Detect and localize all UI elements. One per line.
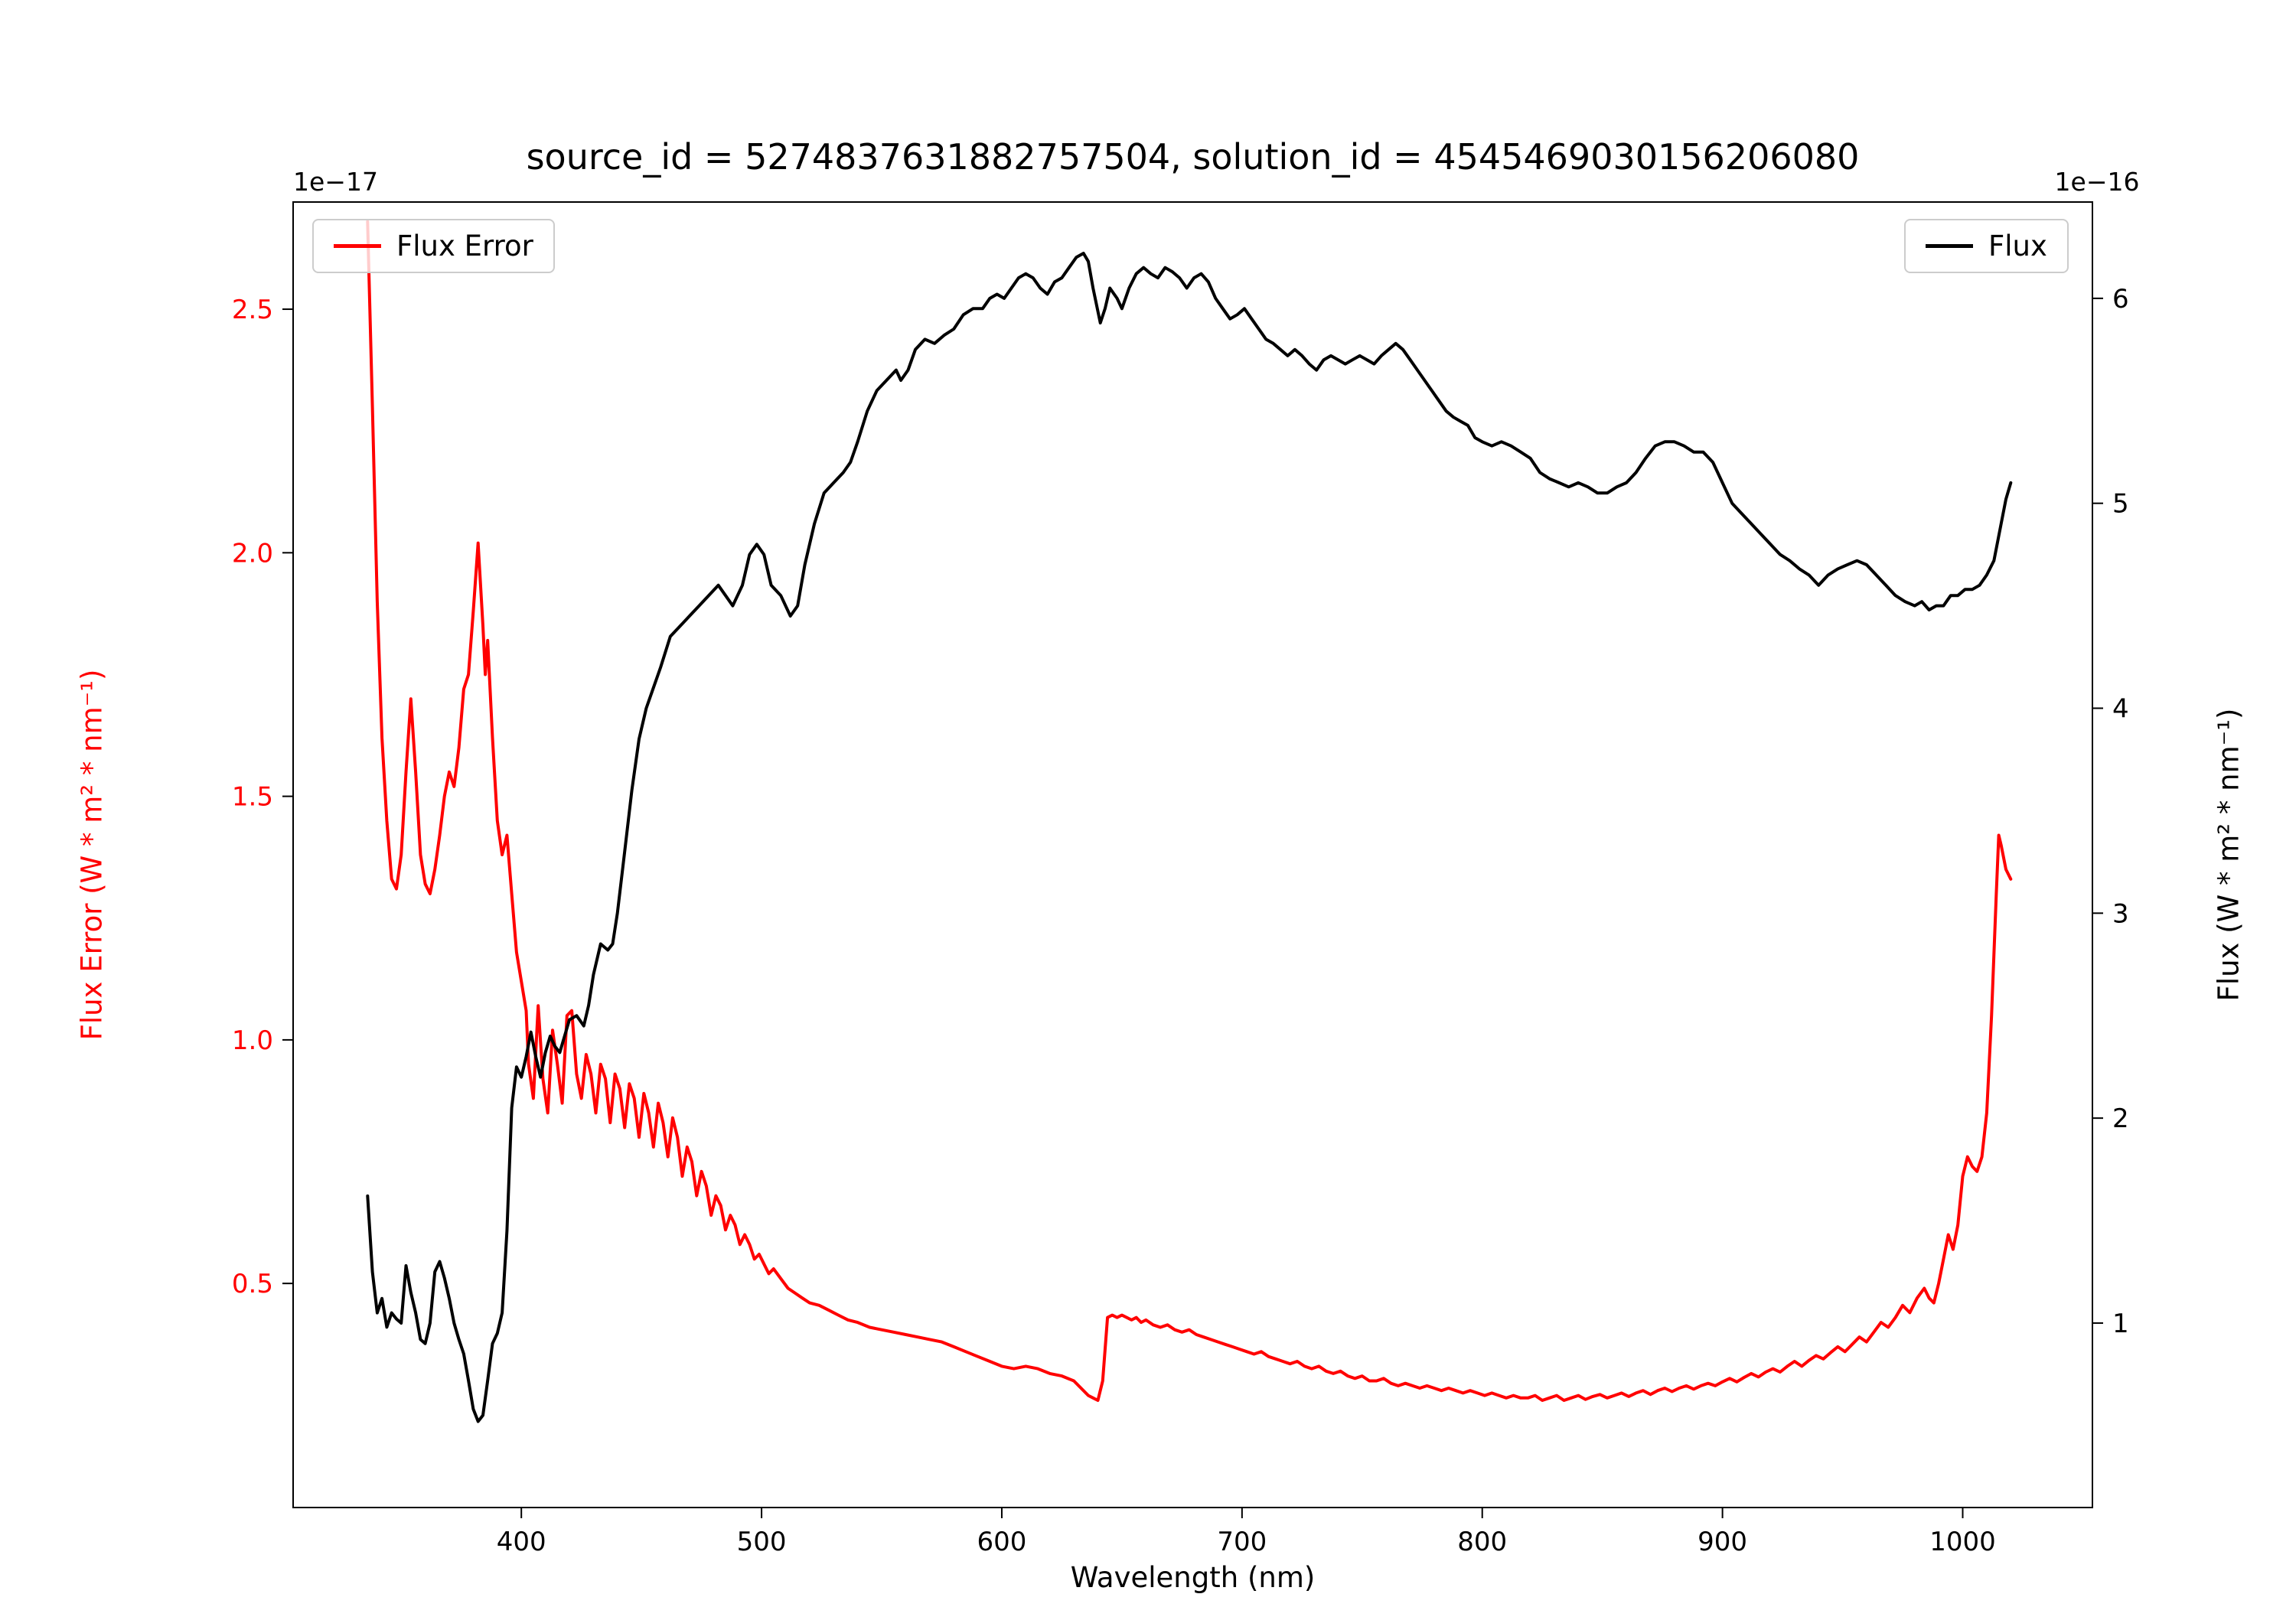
right-y-tick-label: 2 xyxy=(2112,1103,2129,1134)
right-y-tick-label: 4 xyxy=(2112,694,2129,725)
flux-legend-swatch xyxy=(1926,244,1973,248)
x-axis-label: Wavelength (nm) xyxy=(1070,1561,1316,1594)
right-y-axis-label: Flux (W * m² * nm⁻¹) xyxy=(2212,708,2245,1002)
flux-error-legend-label: Flux Error xyxy=(396,230,533,262)
right-axis-offset-text: 1e−16 xyxy=(2054,167,2140,197)
left-y-axis-label: Flux Error (W * m² * nm⁻¹) xyxy=(75,669,109,1041)
left-y-tick-label: 0.5 xyxy=(232,1269,273,1299)
x-tick-label: 700 xyxy=(1217,1527,1267,1557)
x-tick-label: 1000 xyxy=(1929,1527,1996,1557)
x-tick-label: 500 xyxy=(737,1527,787,1557)
x-tick-label: 600 xyxy=(977,1527,1027,1557)
left-y-tick-label: 2.5 xyxy=(232,295,273,325)
right-y-tick-label: 5 xyxy=(2112,489,2129,520)
x-tick-label: 400 xyxy=(497,1527,546,1557)
plot-border xyxy=(292,201,2093,1508)
flux-line xyxy=(366,252,2013,1423)
flux-error-line xyxy=(366,220,2013,1402)
right-y-tick-label: 3 xyxy=(2112,898,2129,929)
flux-error-legend-swatch xyxy=(334,244,381,248)
right-y-tick-label: 6 xyxy=(2112,284,2129,315)
x-tick-label: 800 xyxy=(1457,1527,1507,1557)
x-tick-label: 900 xyxy=(1698,1527,1747,1557)
plot-title: source_id = 5274837631882757504, solutio… xyxy=(526,136,1860,178)
flux-legend-label: Flux xyxy=(1988,230,2047,262)
left-y-tick-label: 1.0 xyxy=(232,1025,273,1056)
left-axis-offset-text: 1e−17 xyxy=(293,167,378,197)
right-y-tick-label: 1 xyxy=(2112,1309,2129,1339)
legend-flux: Flux xyxy=(1904,219,2069,273)
left-y-tick-label: 1.5 xyxy=(232,782,273,813)
legend-flux-error: Flux Error xyxy=(312,219,555,273)
left-y-tick-label: 2.0 xyxy=(232,538,273,569)
